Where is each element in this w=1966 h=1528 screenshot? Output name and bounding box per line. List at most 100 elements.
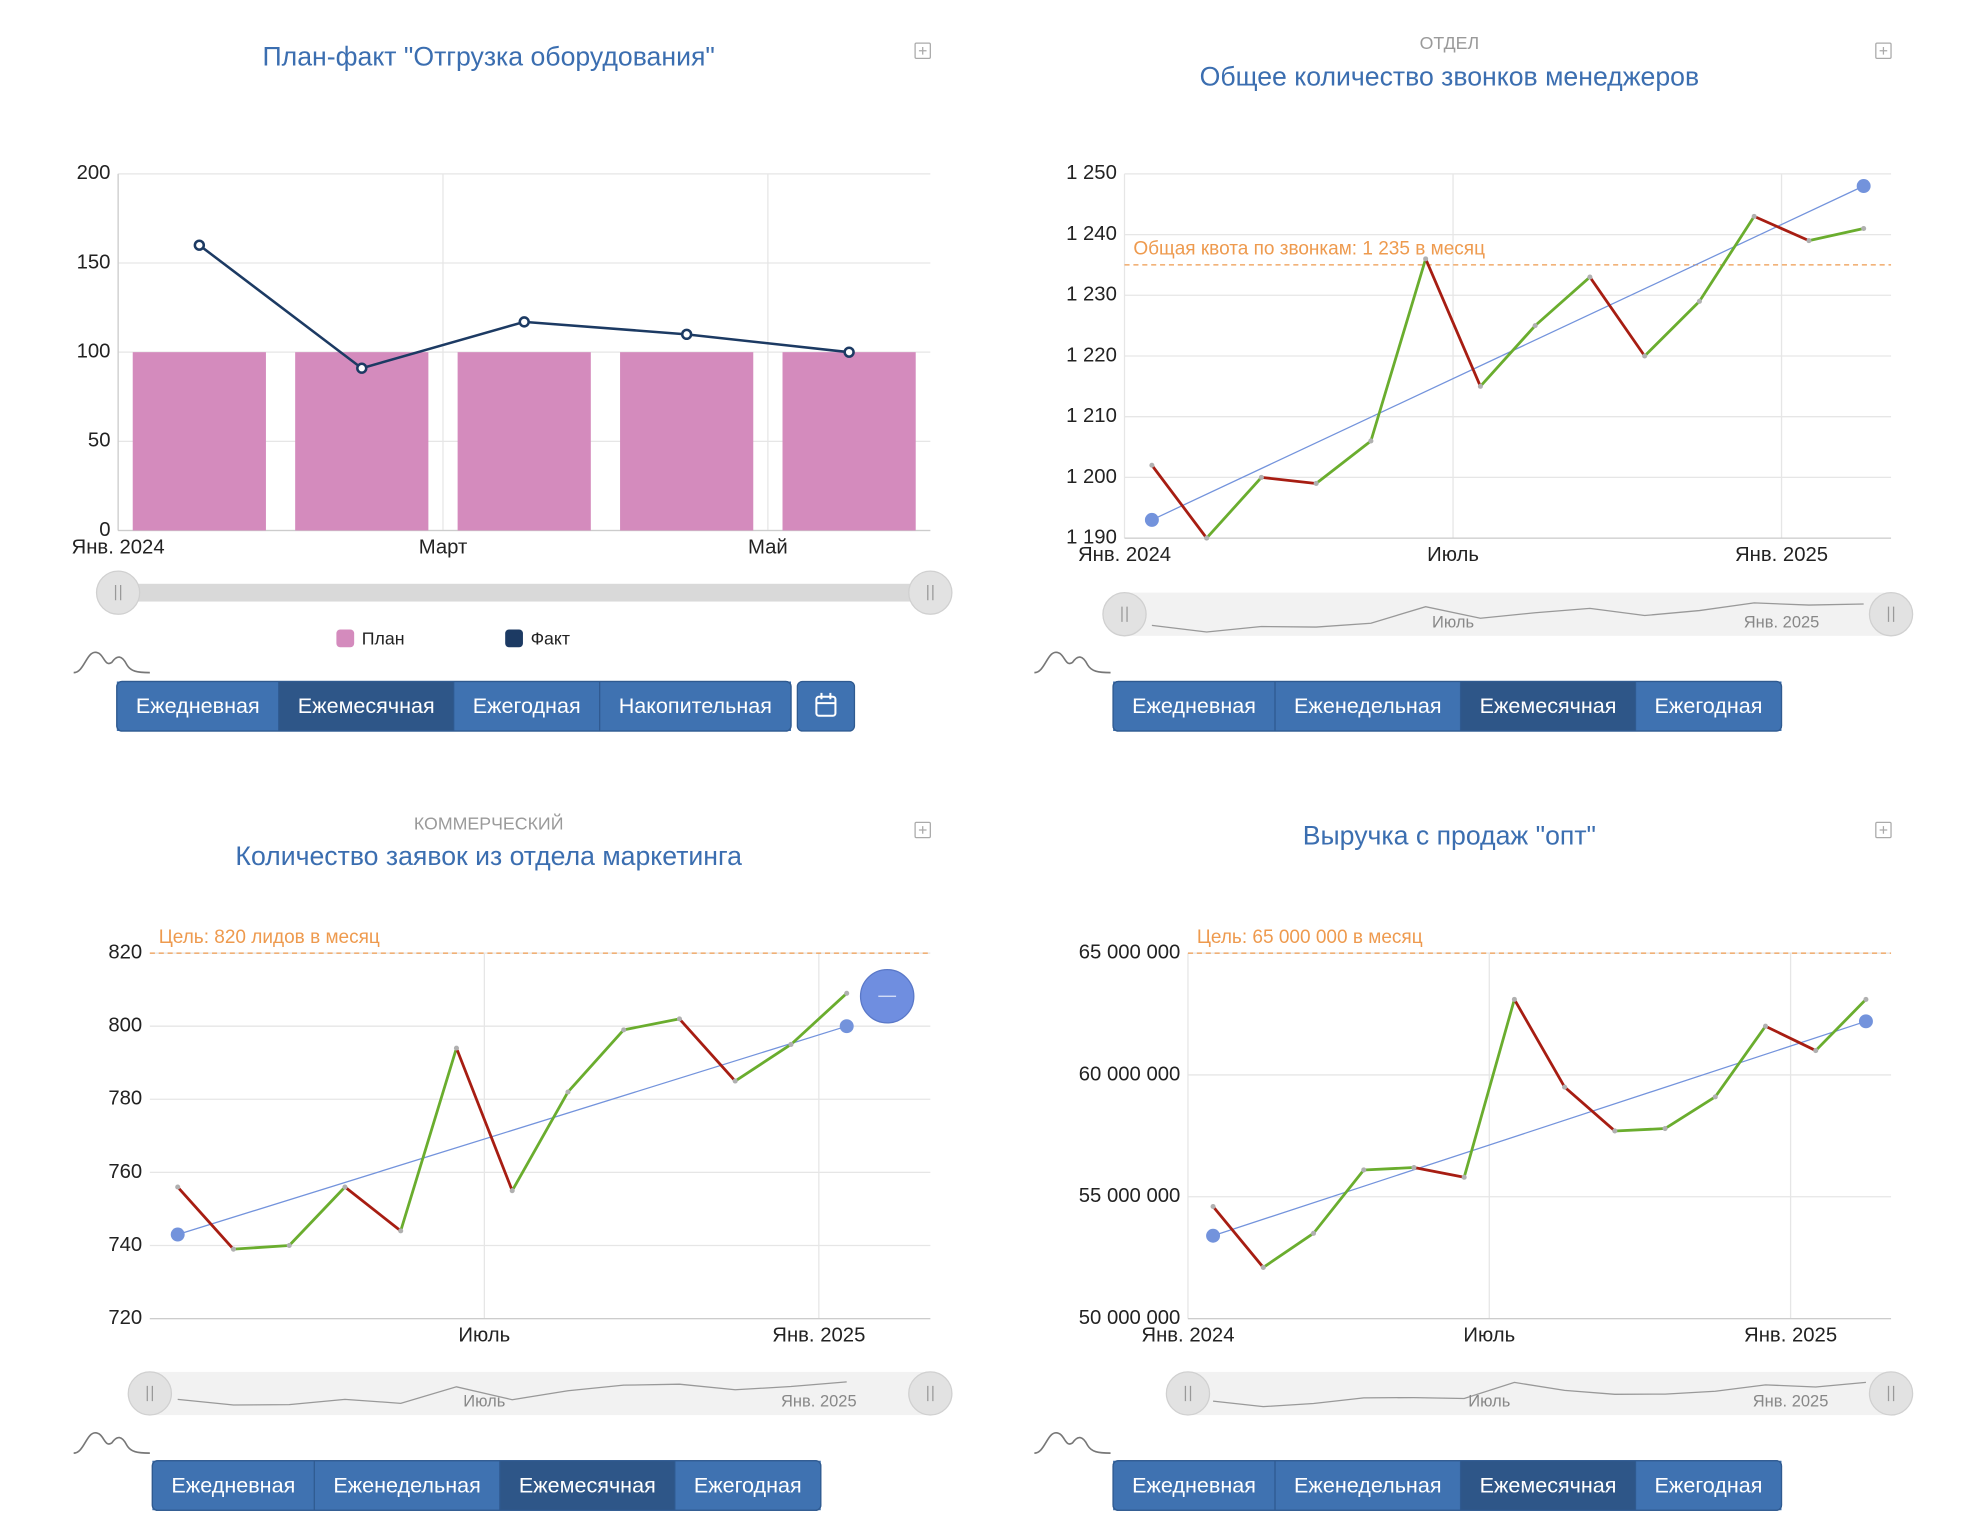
y-tick-label: 780: [108, 1088, 142, 1110]
y-tick-label: 1 230: [1066, 284, 1117, 306]
line-segment: [678, 1017, 737, 1083]
period-button[interactable]: [453, 681, 600, 732]
period-button[interactable]: [599, 681, 792, 732]
fact-point: [843, 346, 855, 358]
line-segment: [789, 991, 849, 1046]
range-handle[interactable]: [1868, 1371, 1914, 1416]
data-point: [1696, 298, 1702, 304]
fact-point: [193, 239, 206, 251]
navigator-line: [177, 1381, 847, 1406]
line-segment: [1205, 475, 1263, 540]
data-point: [1423, 256, 1429, 262]
period-button[interactable]: [1460, 1460, 1636, 1511]
range-handle[interactable]: [908, 1371, 953, 1416]
y-tick-label: 820: [108, 941, 142, 963]
expand-button[interactable]: [1875, 42, 1892, 60]
chart-title: Общее количество звонков менеджеров: [1200, 62, 1699, 92]
period-button-label: Еженедельная: [1294, 1472, 1441, 1497]
expand-button[interactable]: [914, 42, 931, 60]
chart-title: Количество заявок из отдела маркетинга: [235, 841, 742, 871]
chart-mode-icon[interactable]: [73, 651, 150, 674]
trend-point: [1144, 512, 1159, 527]
legend-label[interactable]: Факт: [531, 628, 570, 648]
navigator-label: Янв. 2025: [1744, 613, 1820, 631]
y-tick-label: 720: [108, 1307, 142, 1329]
line-segment: [1588, 275, 1647, 358]
period-button-label: Ежегодная: [1655, 1472, 1763, 1497]
period-button-label: Ежедневная: [1132, 693, 1256, 718]
calendar-button[interactable]: [796, 680, 856, 732]
line-segment: [1713, 1024, 1767, 1099]
period-button[interactable]: [1274, 681, 1461, 732]
period-button[interactable]: [1274, 1460, 1461, 1511]
calendar-icon: [815, 695, 837, 717]
data-point: [788, 1041, 794, 1048]
period-button[interactable]: [1113, 1460, 1275, 1511]
navigator-line: [1151, 602, 1864, 633]
period-button[interactable]: [674, 1460, 821, 1511]
period-button[interactable]: [1113, 681, 1275, 732]
handle-grip: [146, 1385, 154, 1402]
period-button-label: Ежедневная: [171, 1472, 295, 1497]
line-segment: [1613, 1127, 1667, 1133]
expand-button[interactable]: [1875, 821, 1892, 839]
data-point: [1562, 1084, 1568, 1090]
period-button-label: Ежемесячная: [1480, 1472, 1617, 1497]
expand-icon: [918, 46, 927, 55]
range-handle[interactable]: [1165, 1371, 1211, 1416]
chart-mode-icon[interactable]: [1034, 651, 1111, 674]
chart-mode-icon[interactable]: [1034, 1431, 1111, 1454]
y-tick-label: 65 000 000: [1079, 941, 1181, 963]
expand-button[interactable]: [914, 821, 931, 839]
line-segment: [1259, 475, 1318, 485]
data-point: [1813, 1048, 1819, 1054]
range-handle[interactable]: [95, 570, 141, 615]
chart-mode-icon[interactable]: [73, 1431, 150, 1454]
period-button-label: Ежемесячная: [519, 1472, 656, 1497]
period-button[interactable]: [314, 1460, 500, 1511]
fact-point: [356, 362, 368, 374]
button-group-border: [116, 680, 792, 732]
data-point: [342, 1184, 348, 1190]
data-point: [1662, 1125, 1668, 1132]
trend-point: [839, 1019, 854, 1034]
data-point: [509, 1188, 515, 1194]
legend-label[interactable]: План: [362, 628, 405, 648]
range-handle[interactable]: [1868, 592, 1914, 637]
range-handle[interactable]: [908, 570, 953, 615]
bar: [457, 352, 591, 531]
period-button[interactable]: [278, 681, 454, 732]
period-button[interactable]: [499, 1460, 675, 1511]
data-point: [1210, 1203, 1216, 1210]
y-tick-label: 740: [108, 1234, 142, 1256]
x-tick-label: Март: [419, 537, 468, 559]
bar: [132, 352, 266, 531]
line-segment: [287, 1185, 347, 1247]
chart-title: Выручка с продаж "опт": [1303, 821, 1596, 851]
data-point: [1712, 1094, 1718, 1100]
line-segment: [399, 1046, 458, 1233]
period-button[interactable]: [1460, 681, 1636, 732]
data-point: [1587, 274, 1593, 280]
data-point: [621, 1027, 627, 1033]
period-button[interactable]: [1635, 681, 1782, 732]
period-button[interactable]: [116, 681, 279, 732]
chart-title: План-факт "Отгрузка оборудования": [263, 41, 715, 71]
trend-point: [1856, 179, 1871, 193]
bar: [620, 352, 754, 531]
range-handle[interactable]: [1102, 592, 1147, 637]
data-point: [1612, 1128, 1618, 1134]
data-point: [1361, 1167, 1367, 1173]
range-handle[interactable]: [127, 1371, 173, 1416]
period-button-label: Ежегодная: [694, 1472, 802, 1497]
period-button[interactable]: [152, 1460, 315, 1511]
navigator: [1124, 592, 1892, 636]
line-segment: [343, 1185, 403, 1233]
y-tick-label: 150: [77, 251, 111, 273]
line-segment: [1369, 257, 1428, 443]
x-tick-label: Июль: [1463, 1325, 1515, 1347]
x-tick-label: Май: [748, 537, 788, 559]
period-button[interactable]: [1635, 1460, 1782, 1511]
y-tick-label: 760: [108, 1161, 142, 1183]
line-segment: [1362, 1166, 1416, 1172]
